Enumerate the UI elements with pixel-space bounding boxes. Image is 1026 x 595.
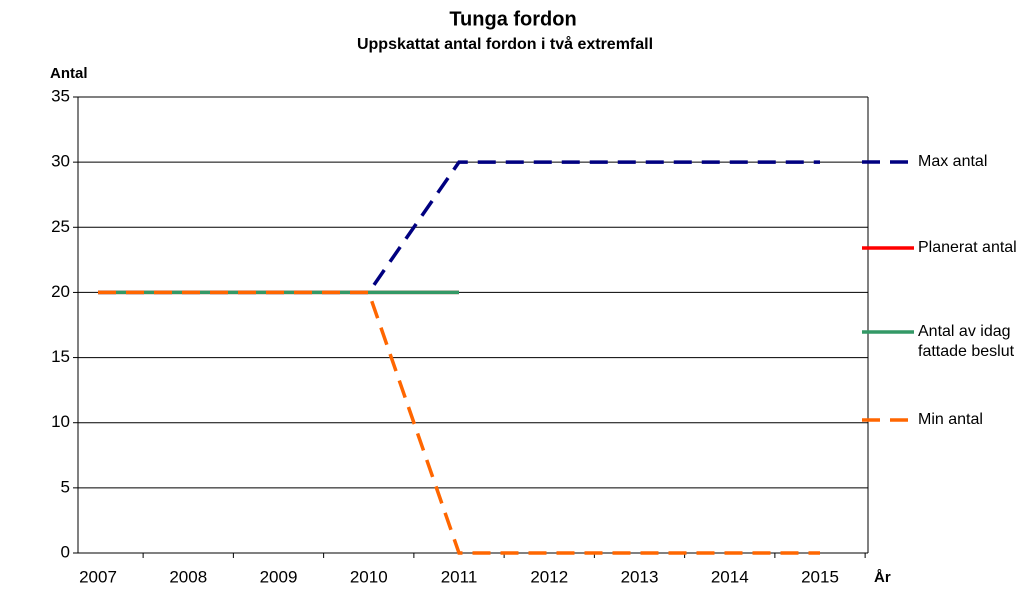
x-tick-label: 2008 — [169, 567, 207, 586]
x-tick-label: 2013 — [621, 567, 659, 586]
legend-label: Planerat antal — [918, 239, 1017, 256]
x-tick-label: 2012 — [530, 567, 568, 586]
x-tick-label: 2015 — [801, 567, 839, 586]
legend-label: Max antal — [918, 153, 988, 170]
legend-label: Min antal — [918, 411, 983, 428]
y-tick-label: 35 — [51, 86, 70, 105]
x-tick-label: 2007 — [79, 567, 117, 586]
x-tick-label: 2011 — [441, 567, 478, 586]
y-tick-label: 30 — [51, 152, 70, 171]
chart-subtitle: Uppskattat antal fordon i två extremfall — [357, 35, 653, 53]
x-tick-label: 2009 — [260, 567, 298, 586]
chart-title: Tunga fordon — [449, 8, 576, 30]
y-tick-label: 25 — [51, 217, 70, 236]
y-tick-label: 5 — [61, 477, 70, 496]
legend-label: Antal av idag fattade beslut — [918, 323, 1015, 360]
y-tick-label: 15 — [51, 347, 70, 366]
y-axis-label: Antal — [50, 65, 88, 82]
y-tick-label: 20 — [51, 282, 70, 301]
x-axis-label: År — [874, 569, 891, 586]
x-tick-label: 2014 — [711, 567, 749, 586]
x-tick-label: 2010 — [350, 567, 388, 586]
series-line — [98, 290, 820, 555]
y-tick-label: 0 — [61, 542, 70, 561]
y-tick-label: 10 — [51, 412, 70, 431]
